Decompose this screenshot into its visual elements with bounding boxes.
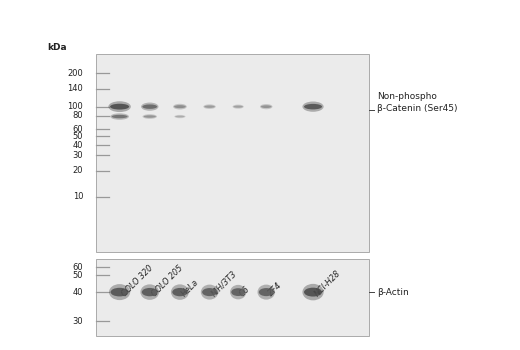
- Text: NIH/3T3: NIH/3T3: [210, 269, 239, 298]
- Ellipse shape: [141, 103, 159, 111]
- Ellipse shape: [230, 285, 246, 299]
- Ellipse shape: [109, 284, 130, 300]
- Text: 60: 60: [73, 263, 83, 272]
- Ellipse shape: [175, 116, 185, 118]
- Ellipse shape: [303, 102, 323, 112]
- Text: 200: 200: [68, 69, 83, 78]
- Ellipse shape: [233, 106, 243, 108]
- Ellipse shape: [257, 285, 275, 300]
- Text: 50: 50: [73, 271, 83, 280]
- Text: 80: 80: [73, 111, 83, 120]
- Ellipse shape: [203, 104, 216, 109]
- Ellipse shape: [144, 115, 156, 118]
- Text: C6: C6: [238, 284, 252, 298]
- Ellipse shape: [171, 284, 189, 300]
- Ellipse shape: [110, 104, 129, 110]
- Ellipse shape: [202, 288, 217, 296]
- Ellipse shape: [174, 105, 186, 108]
- Text: kDa: kDa: [47, 43, 67, 52]
- Ellipse shape: [140, 284, 159, 300]
- Text: 50: 50: [73, 132, 83, 141]
- Ellipse shape: [172, 288, 188, 296]
- Text: 40: 40: [73, 288, 83, 296]
- Ellipse shape: [111, 288, 128, 296]
- Text: 140: 140: [68, 84, 83, 93]
- Ellipse shape: [304, 288, 322, 296]
- Text: 40: 40: [73, 141, 83, 150]
- Ellipse shape: [174, 115, 186, 118]
- Ellipse shape: [142, 104, 157, 109]
- Ellipse shape: [112, 115, 127, 118]
- Ellipse shape: [201, 285, 218, 300]
- Text: 30: 30: [73, 317, 83, 326]
- Ellipse shape: [142, 288, 158, 296]
- Ellipse shape: [110, 113, 129, 120]
- Ellipse shape: [304, 104, 322, 110]
- Ellipse shape: [231, 288, 245, 296]
- Text: 20: 20: [73, 166, 83, 175]
- Ellipse shape: [232, 105, 244, 109]
- Text: ZF4: ZF4: [266, 281, 283, 298]
- Text: 60: 60: [73, 125, 83, 134]
- Ellipse shape: [108, 101, 131, 112]
- Ellipse shape: [303, 284, 323, 300]
- Text: 10: 10: [73, 192, 83, 201]
- Text: β-Actin: β-Actin: [377, 288, 409, 296]
- Text: COLO 320: COLO 320: [120, 263, 154, 298]
- Text: HeLa: HeLa: [180, 278, 201, 298]
- Ellipse shape: [142, 114, 157, 119]
- Ellipse shape: [260, 104, 272, 109]
- Text: 100: 100: [68, 102, 83, 111]
- Ellipse shape: [259, 288, 274, 296]
- Ellipse shape: [173, 104, 187, 110]
- Text: Non-phospho
β-Catenin (Ser45): Non-phospho β-Catenin (Ser45): [377, 92, 458, 113]
- Bar: [96, 259, 369, 336]
- Ellipse shape: [204, 105, 215, 108]
- Ellipse shape: [261, 105, 271, 108]
- Text: NCI-H28: NCI-H28: [313, 268, 343, 298]
- Text: COLO 205: COLO 205: [150, 263, 185, 298]
- Bar: [96, 54, 369, 252]
- Text: 30: 30: [73, 150, 83, 160]
